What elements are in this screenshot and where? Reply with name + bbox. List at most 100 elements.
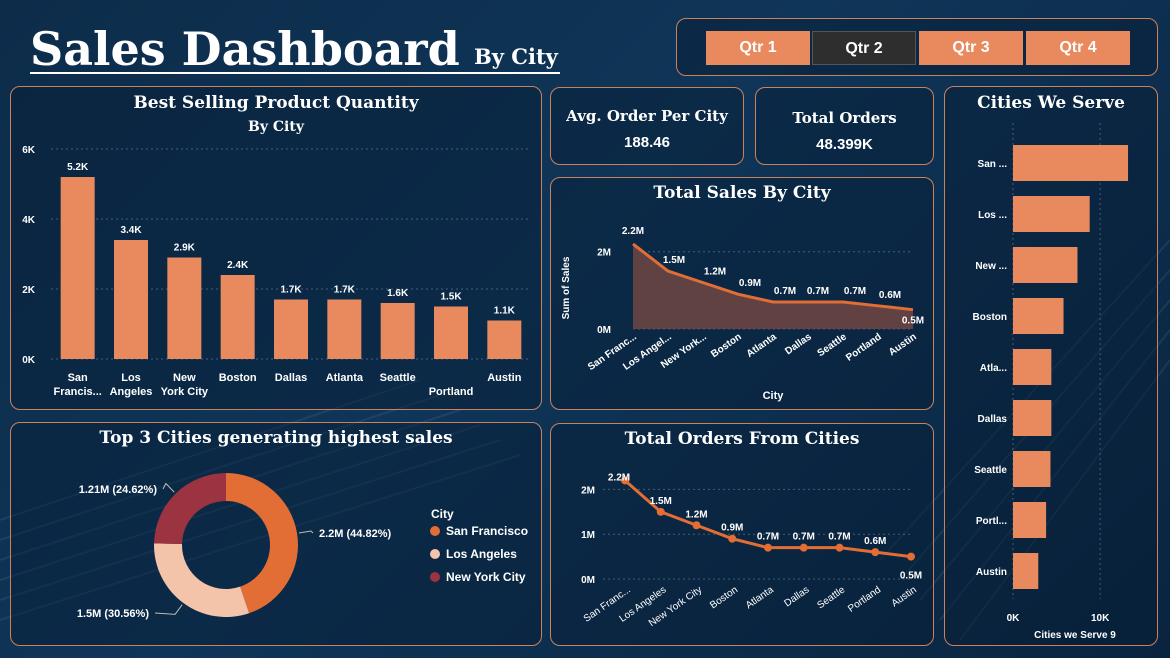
quarter-button-4[interactable]: Qtr 4 [1026,31,1130,65]
legend-label: New York City [446,570,526,584]
bar [220,275,255,359]
bar [167,257,202,359]
legend-marker [430,526,440,536]
category-label: Dallas [782,584,811,609]
data-label: 1.5M [663,255,685,266]
category-label: Dallas [978,414,1008,425]
bar [487,320,522,359]
category-label: New ... [975,261,1007,272]
series-line [632,242,914,312]
leader-line [162,482,175,493]
data-label: 1.2M [704,267,726,278]
title-underline [30,72,560,74]
y-tick-label: 6K [22,145,36,156]
category-label: Austin [890,584,919,609]
data-point [835,543,844,552]
data-point [871,548,880,557]
quarter-button-3[interactable]: Qtr 3 [919,31,1023,65]
category-label: Austin [487,372,522,384]
y-axis-label: Sum of Sales [561,256,572,319]
total-orders-label: Total Orders [792,109,897,127]
data-label: 2.9K [174,243,196,254]
donut-slice [226,473,298,614]
data-label: 1.7K [334,285,356,296]
category-label: Seattle [380,372,416,384]
legend-label: Los Angeles [446,547,517,561]
data-point [656,507,665,516]
x-tick-label: 0K [1007,613,1021,624]
data-label: 5.2K [67,162,89,173]
avg-order-value: 188.46 [624,134,670,151]
legend-title: City [431,507,454,521]
data-label: 0.7M [793,532,815,543]
quarter-button-2[interactable]: Qtr 2 [812,31,916,65]
data-label: 1.6K [387,288,409,299]
data-label: 1.5K [440,292,462,303]
bar [1013,451,1051,487]
data-label: 1.7K [280,285,302,296]
category-label: Boston [219,372,257,384]
bar [1013,145,1129,181]
leader-line [154,604,183,615]
category-label: Los ... [978,210,1007,221]
data-point [728,534,737,543]
total-sales-title: Total Sales By City [653,183,831,203]
data-label: 0.9M [739,278,761,289]
data-label: 1.5M [650,496,672,507]
data-label: 2.2M [622,226,644,237]
data-label: 0.7M [774,286,796,297]
data-label: 1.1K [494,306,516,317]
x-tick-label: 10K [1091,613,1110,624]
category-label: Boston [973,312,1007,323]
total-sales-panel: Total Sales By City Sum of Sales 0M 2M 2.2M… [550,177,934,410]
category-label: Atlanta [745,331,779,360]
y-tick-label: 0M [581,575,595,586]
avg-order-label: Avg. Order Per City [566,107,728,125]
category-label: Dallas [783,331,814,357]
quarter-slicer: Qtr 1 Qtr 2 Qtr 3 Qtr 4 [676,18,1158,76]
category-label: Portland [844,331,884,363]
cities-served-chart: 0K 10K San ... Los ... New ... Boston Atla... D… [973,123,1129,641]
data-point [621,476,629,485]
data-point [907,552,915,561]
data-label: 0.5M [902,316,924,327]
data-label: 0.7M [844,286,866,297]
category-label: Portland [846,584,883,614]
slice-label: 2.2M (44.82%) [319,528,391,540]
category-label: Austin [976,567,1007,578]
category-label: York City [161,386,209,398]
legend-marker [430,572,440,582]
data-label: 3.4K [120,225,142,236]
category-label: Atlanta [326,372,364,384]
best-selling-chart: 0K 2K 4K 6K 5.2K San Francis... 3.4K Los Angeles 2… [22,145,531,398]
bar [1013,298,1064,334]
data-label: 0.7M [757,532,779,543]
y-tick-label: 2K [22,285,36,296]
y-tick-label: 2M [597,248,611,259]
data-label: 0.5M [900,571,922,582]
area-fill [633,244,913,329]
bar [1013,247,1078,283]
category-label: Austin [887,331,919,358]
x-axis-label: Cities we Serve 9 [1034,630,1116,641]
total-orders-panel: Total Orders From Cities 0M 1M 2M 2.2M San F… [550,423,934,646]
data-label: 0.7M [828,532,850,543]
bar [1013,196,1090,232]
category-label: Boston [709,331,744,360]
quarter-button-1[interactable]: Qtr 1 [706,31,810,65]
legend-marker [430,549,440,559]
slice-label: 1.5M (30.56%) [77,608,149,620]
category-label: Seattle [815,584,847,611]
category-label: Los [121,372,141,384]
category-label: Dallas [275,372,307,384]
bar [327,299,362,359]
category-label: Francis... [54,386,102,398]
y-tick-label: 4K [22,215,36,226]
bar [380,303,415,359]
category-label: Atla... [980,363,1007,374]
bar [1013,502,1047,538]
top3-panel: Top 3 Cities generating highest sales 2.… [10,422,542,646]
x-axis-label: City [763,390,785,402]
